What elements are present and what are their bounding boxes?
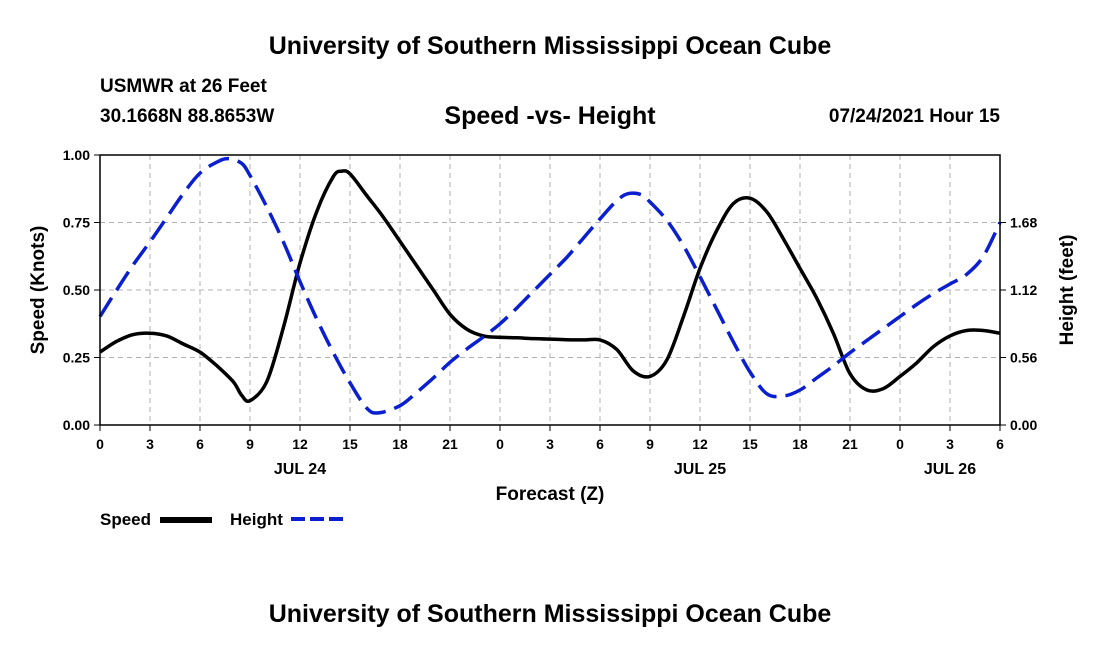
x-tick-label: 12 — [292, 436, 308, 452]
axes: 0 3 6 9 12 15 18 21 0 3 6 9 12 15 18 21 0 3 6 JUL 24 JUL 25 J… — [63, 147, 1038, 478]
x-tick-label: 15 — [342, 436, 358, 452]
grid-lines — [100, 155, 1000, 425]
x-tick-label: 9 — [646, 436, 654, 452]
x-axis-label: Forecast (Z) — [496, 484, 605, 505]
y2-tick-label: 0.00 — [1010, 417, 1037, 433]
station-name: USMWR at 26 Feet — [100, 76, 267, 97]
x-tick-label: 6 — [196, 436, 204, 452]
x-tick-label: 0 — [896, 436, 904, 452]
x-tick-label: 15 — [742, 436, 758, 452]
legend-height-swatch — [291, 517, 343, 521]
x-tick-label: 9 — [246, 436, 254, 452]
page-title-bottom: University of Southern Mississippi Ocean… — [268, 600, 832, 628]
date-label: JUL 25 — [674, 461, 726, 478]
x-tick-label: 0 — [496, 436, 504, 452]
x-tick-label: 18 — [392, 436, 408, 452]
x-tick-label: 12 — [692, 436, 708, 452]
x-tick-label: 21 — [842, 436, 858, 452]
legend-height-label: Height — [230, 510, 283, 529]
x-tick-label: 3 — [946, 436, 954, 452]
date-label: JUL 24 — [274, 461, 326, 478]
series-line-height — [98, 156, 1002, 415]
page-title-top: University of Southern Mississippi Ocean… — [268, 32, 832, 60]
x-tick-label: 21 — [442, 436, 458, 452]
y-tick-label: 0.50 — [63, 282, 90, 298]
y-tick-label: 0.25 — [63, 350, 90, 366]
y-tick-label: 0.00 — [63, 417, 90, 433]
series-layer — [98, 156, 1002, 415]
y2-tick-label: 0.56 — [1010, 350, 1037, 366]
x-tick-label: 0 — [96, 436, 104, 452]
x-tick-label: 6 — [996, 436, 1004, 452]
series-line-speed — [99, 169, 1001, 403]
forecast-date-hour: 07/24/2021 Hour 15 — [828, 106, 1000, 127]
y-tick-label: 0.75 — [63, 215, 90, 231]
y-axis-label: Speed (Knots) — [28, 226, 49, 355]
y-tick-label: 1.00 — [63, 147, 90, 163]
legend-speed-swatch — [160, 517, 212, 523]
y2-tick-label: 1.68 — [1010, 215, 1037, 231]
x-tick-label: 3 — [546, 436, 554, 452]
y2-tick-label: 1.12 — [1010, 282, 1037, 298]
x-tick-label: 3 — [146, 436, 154, 452]
legend-speed-label: Speed — [100, 510, 152, 529]
x-tick-label: 18 — [792, 436, 808, 452]
date-label: JUL 26 — [924, 461, 976, 478]
y2-axis-label: Height (feet) — [1057, 235, 1078, 346]
station-coordinates: 30.1668N 88.8653W — [100, 106, 275, 127]
chart-title: Speed -vs- Height — [444, 102, 656, 130]
x-tick-label: 6 — [596, 436, 604, 452]
